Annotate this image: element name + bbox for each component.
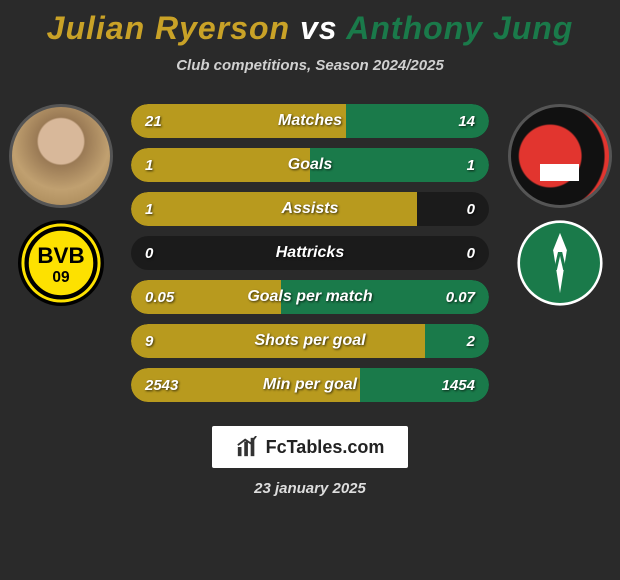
main-content: BVB 09 21Matches141Goals11Assists00Hattr…	[0, 104, 620, 402]
stat-value-right: 1	[467, 157, 475, 174]
stat-value-right: 14	[458, 113, 475, 130]
stat-label: Assists	[131, 200, 489, 218]
club-left-badge: BVB 09	[18, 220, 104, 306]
stats-column: 21Matches141Goals11Assists00Hattricks00.…	[131, 104, 489, 402]
stat-row: 1Assists0	[131, 192, 489, 226]
stat-label: Goals	[131, 156, 489, 174]
subtitle: Club competitions, Season 2024/2025	[0, 57, 620, 74]
svg-text:BVB: BVB	[37, 243, 84, 268]
chart-icon	[236, 436, 258, 458]
stat-row: 1Goals1	[131, 148, 489, 182]
player2-name: Anthony Jung	[346, 10, 573, 46]
stat-label: Min per goal	[131, 376, 489, 394]
stat-label: Shots per goal	[131, 332, 489, 350]
stat-value-right: 0	[467, 201, 475, 218]
club-right-badge: W	[517, 220, 603, 306]
werder-badge-icon: W	[517, 220, 603, 306]
footer: FcTables.com 23 january 2025	[0, 426, 620, 497]
stat-row: 0Hattricks0	[131, 236, 489, 270]
page-title: Julian Ryerson vs Anthony Jung	[0, 10, 620, 47]
brand-badge: FcTables.com	[212, 426, 409, 468]
svg-text:09: 09	[52, 269, 70, 286]
bvb-badge-icon: BVB 09	[18, 220, 104, 306]
brand-text: FcTables.com	[266, 437, 385, 458]
stat-value-right: 1454	[442, 377, 475, 394]
stat-row: 2543Min per goal1454	[131, 368, 489, 402]
player1-name: Julian Ryerson	[47, 10, 290, 46]
stat-row: 21Matches14	[131, 104, 489, 138]
player1-avatar	[9, 104, 113, 208]
player2-avatar	[508, 104, 612, 208]
right-side: W	[507, 104, 612, 306]
svg-text:W: W	[547, 248, 572, 276]
stat-label: Goals per match	[131, 288, 489, 306]
comparison-card: Julian Ryerson vs Anthony Jung Club comp…	[0, 0, 620, 580]
stat-row: 0.05Goals per match0.07	[131, 280, 489, 314]
date-text: 23 january 2025	[254, 480, 366, 497]
vs-label: vs	[300, 10, 338, 46]
stat-label: Matches	[131, 112, 489, 130]
stat-row: 9Shots per goal2	[131, 324, 489, 358]
left-side: BVB 09	[8, 104, 113, 306]
stat-label: Hattricks	[131, 244, 489, 262]
stat-value-right: 0.07	[446, 289, 475, 306]
stat-value-right: 2	[467, 333, 475, 350]
stat-value-right: 0	[467, 245, 475, 262]
